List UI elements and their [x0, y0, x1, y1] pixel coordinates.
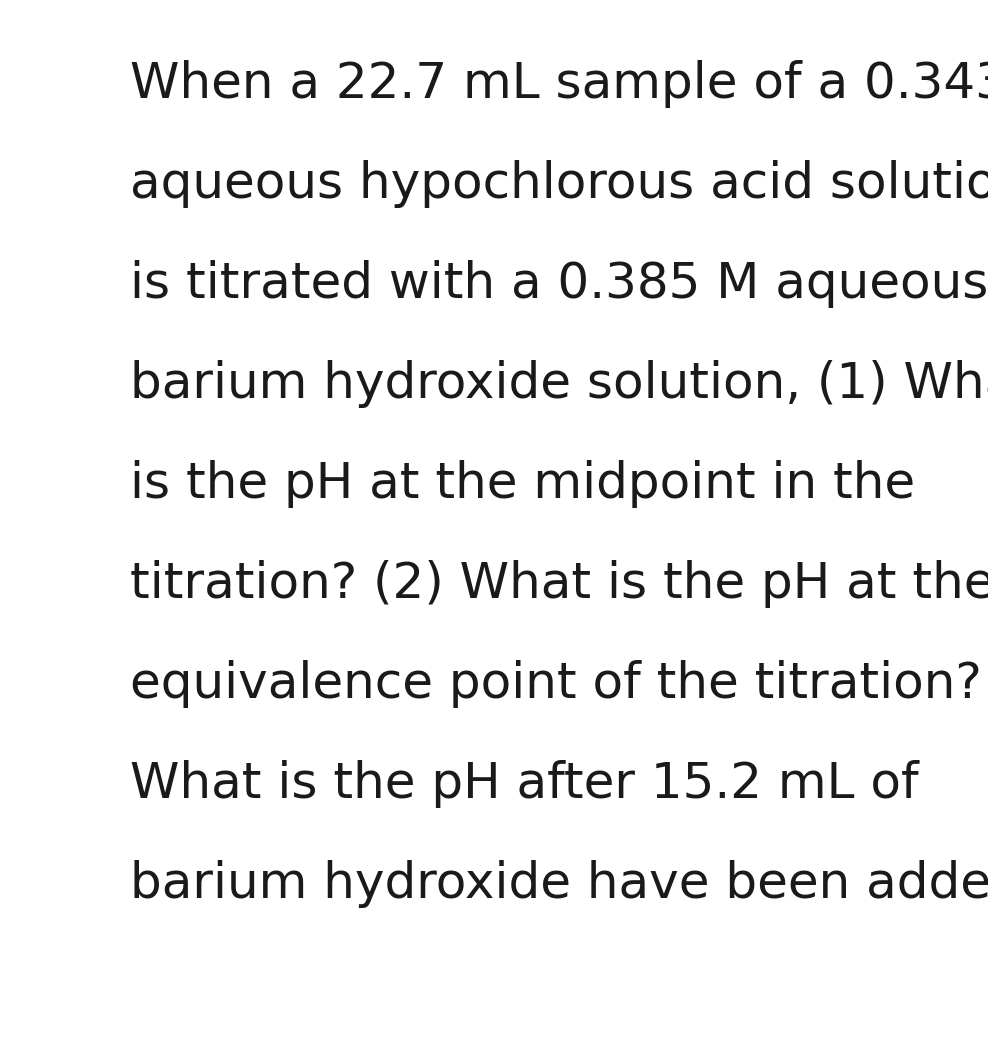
- Text: is the pH at the midpoint in the: is the pH at the midpoint in the: [130, 460, 915, 508]
- Text: When a 22.7 mL sample of a 0.343 M: When a 22.7 mL sample of a 0.343 M: [130, 60, 988, 108]
- Text: is titrated with a 0.385 M aqueous: is titrated with a 0.385 M aqueous: [130, 260, 988, 308]
- Text: What is the pH after 15.2 mL of: What is the pH after 15.2 mL of: [130, 760, 919, 808]
- Text: barium hydroxide have been added?: barium hydroxide have been added?: [130, 860, 988, 908]
- Text: barium hydroxide solution, (1) What: barium hydroxide solution, (1) What: [130, 360, 988, 408]
- Text: aqueous hypochlorous acid solution: aqueous hypochlorous acid solution: [130, 160, 988, 208]
- Text: titration? (2) What is the pH at the: titration? (2) What is the pH at the: [130, 560, 988, 608]
- Text: equivalence point of the titration? (3): equivalence point of the titration? (3): [130, 660, 988, 708]
